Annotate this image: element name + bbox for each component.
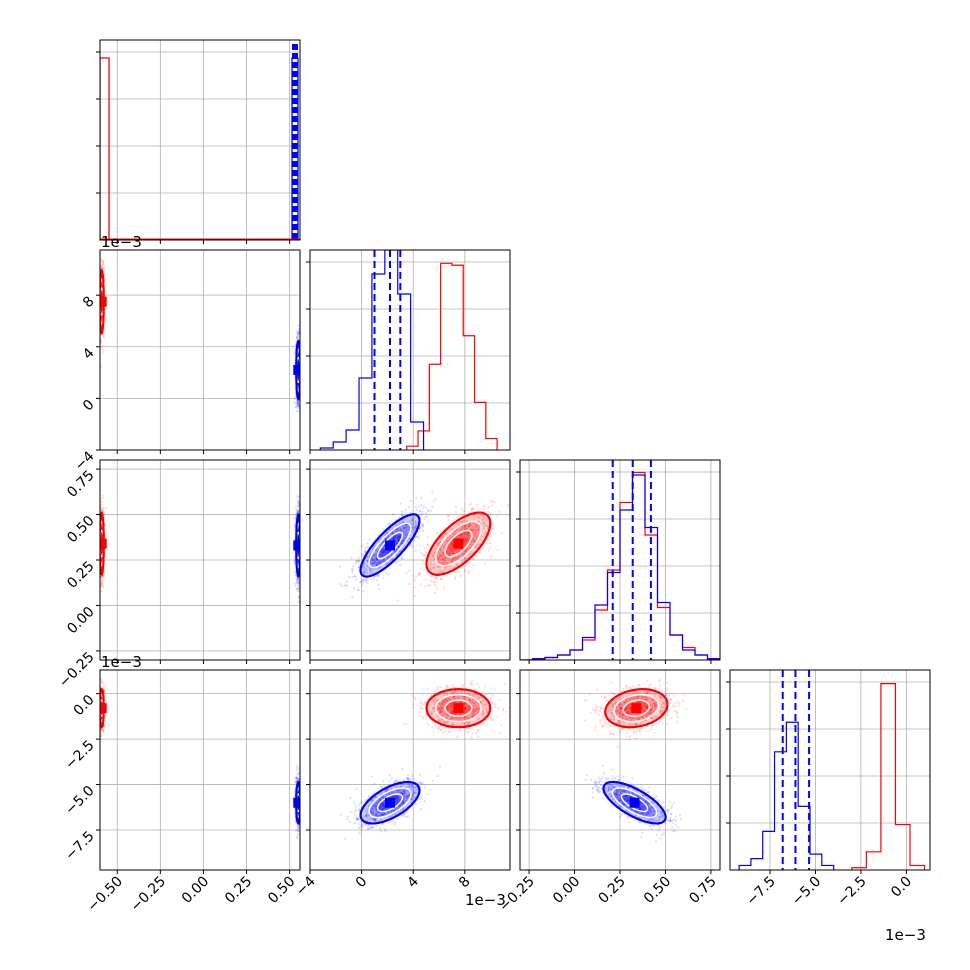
y-tick-label: 0.25 [64,558,97,591]
y-tick-label: −7.5 [62,828,97,863]
density-peak-blue [293,797,300,808]
scatter-3-1 [339,679,510,840]
y-tick-label: 8 [80,294,98,312]
scatter-3-0 [100,670,300,840]
hist-blue-3 [738,721,835,870]
hist-param-3 [738,670,926,870]
panel-frame-3-0 [99,669,301,871]
density-peak-red [453,703,464,714]
x-tick-label: 8 [456,874,474,892]
grid-1-1 [310,250,510,450]
scatter-2-1 [338,490,510,602]
exponent-label-row3-y: 1e−3 [101,653,142,671]
x-tick-label: 0.00 [550,874,583,907]
contour-outer-blue [602,781,667,825]
density-peak-blue [629,797,640,808]
x-tick-label: 0.50 [265,874,298,907]
y-tick-label: −0.25 [56,649,98,691]
grid-2-1 [310,460,510,660]
y-tick-label: 0.00 [64,604,97,637]
density-peak-blue [293,365,300,375]
y-tick-label: 4 [80,345,98,363]
density-peak-red [631,703,642,714]
tick-labels-layer: −7.5 −5.0 −2.5 0.0−4048−0.250.000.250.500.7… [56,294,915,916]
x-tick-label: 4 [404,873,422,891]
y-tick-label: −2.5 [62,737,97,772]
grid-3-0 [100,670,300,870]
contour-outer-red [425,688,492,729]
grid-1-0 [100,250,300,450]
hist-blue-1 [319,250,425,450]
panel-frame-0-0 [99,39,301,241]
data-layer [100,44,926,870]
density-peak-blue [385,540,395,551]
contour-outer-red [425,511,492,576]
hist-red-1 [406,262,498,450]
x-tick-label: 0.25 [222,874,255,907]
density-peak-red [100,538,107,549]
hist-param-1 [319,250,498,450]
x-tick-label: 0.25 [595,874,628,907]
panel-frame-3-1 [309,669,511,871]
x-tick-label: −2.5 [834,874,869,909]
exponent-label-row1-y: 1e−3 [101,233,142,251]
exponent-label-col1-x: 1e−3 [465,891,506,909]
hist-red-0 [100,57,110,240]
scatter-2-0 [100,494,300,605]
y-tick-label: 0.50 [64,513,97,546]
density-peak-red [453,538,464,549]
panel-frame-1-1 [309,249,511,451]
x-tick-label: 0.75 [686,874,719,907]
panel-frame-3-3 [729,669,931,871]
hist-red-3 [851,683,926,870]
y-tick-label: −5.0 [62,783,97,818]
grid-3-3 [730,670,930,870]
scatter-1-0 [100,258,300,416]
y-tick-label: 0.75 [64,467,97,500]
grid-3-2 [520,670,720,870]
contour-outer-blue [359,780,421,825]
x-tick-label: 0.0 [888,874,915,901]
density-peak-blue [293,540,300,551]
scatter-3-2 [584,678,687,843]
exponent-label-col3-x: 1e−3 [885,926,926,944]
hist-blue-2 [520,474,720,660]
contour-outer-blue [359,513,421,578]
contour-outer-red [604,688,669,729]
x-tick-label: 0 [353,874,371,892]
x-tick-label: 0.50 [641,874,674,907]
hist-param-0 [100,44,300,240]
grid-3-1 [310,670,510,870]
density-peak-blue [385,797,395,808]
grid-0-0 [100,40,300,240]
x-tick-label: −5.0 [789,874,824,909]
grid-layer [100,40,930,870]
y-tick-label: 0.0 [71,692,98,719]
density-peak-red [100,296,107,307]
scatter-blue [339,765,441,840]
hist-param-2 [520,460,720,660]
axes-frames [96,39,931,874]
x-tick-label: −7.5 [743,874,778,909]
x-tick-label: −0.50 [84,874,126,916]
x-tick-label: 0.00 [179,874,212,907]
grid-2-0 [100,460,300,660]
x-tick-label: −0.25 [128,874,170,916]
x-tick-label: −4 [293,873,319,899]
panel-frame-1-0 [99,249,301,451]
density-peak-red [100,703,107,714]
y-tick-label: 0 [80,397,98,415]
